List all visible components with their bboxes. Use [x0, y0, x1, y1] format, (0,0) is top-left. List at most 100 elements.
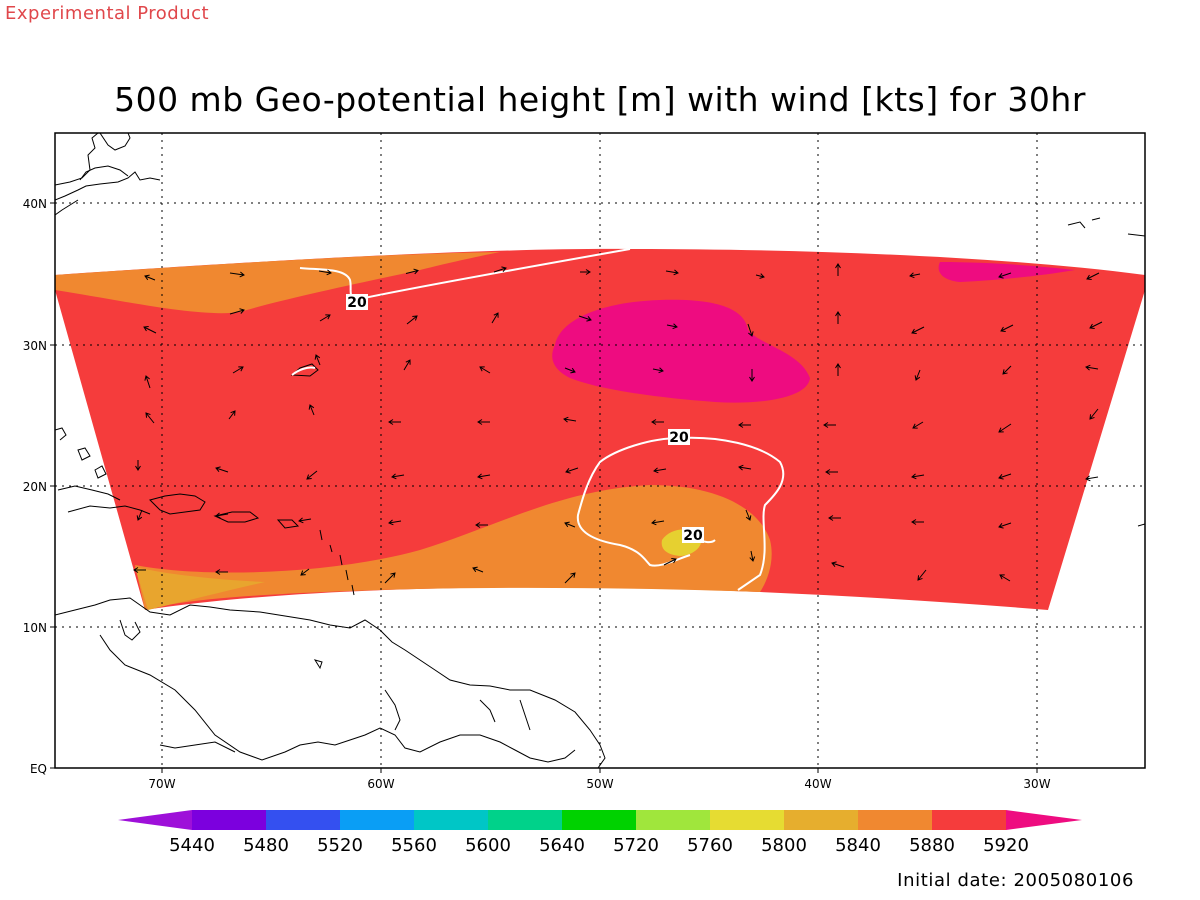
- wind-arrow: [825, 469, 838, 475]
- wind-arrow: [917, 569, 927, 581]
- contour-labels: 20 20 20: [346, 294, 704, 544]
- colorbar-swatch: [858, 810, 932, 830]
- wind-arrow: [998, 473, 1012, 480]
- wind-arrow: [477, 473, 491, 480]
- wind-arrow: [651, 419, 664, 425]
- wind-arrow: [755, 273, 765, 279]
- colorbar-level-label: 5640: [539, 835, 585, 856]
- colorbar-swatch: [340, 810, 414, 830]
- wind-arrow: [308, 404, 315, 416]
- wind-arrow: [1086, 272, 1100, 280]
- wind-arrow: [472, 566, 484, 573]
- wind-arrow: [145, 412, 155, 424]
- experimental-product-label: Experimental Product: [5, 3, 210, 24]
- initial-date-label: Initial date: 2005080106: [897, 870, 1134, 891]
- colorbar-level-label: 5560: [391, 835, 437, 856]
- colorbar: 5440 5480 5520 5560 5600 5640 5720 5760 5800 5840…: [118, 810, 1082, 856]
- wind-arrow: [306, 470, 318, 480]
- wind-arrow: [578, 315, 592, 322]
- contour-label-box: [682, 527, 704, 543]
- wind-arrow: [319, 314, 331, 322]
- wind-arrow: [999, 574, 1011, 582]
- colorbar-swatch: [414, 810, 488, 830]
- field-5880-north: [55, 252, 500, 314]
- wind-arrow: [391, 473, 405, 480]
- lat-label: 30N: [23, 339, 47, 353]
- lat-label: 20N: [23, 480, 47, 494]
- wind-arrow: [1002, 365, 1012, 375]
- wind-arrow: [666, 323, 678, 330]
- lon-label: 60W: [367, 777, 394, 791]
- colorbar-swatch: [562, 810, 636, 830]
- wind-arrow: [403, 359, 411, 371]
- lon-labels: 70W 60W 50W 40W 30W: [148, 777, 1050, 791]
- wind-arrow: [911, 326, 925, 334]
- wind-arrow: [738, 464, 752, 471]
- wind-arrow: [565, 467, 579, 474]
- colorbar-level-label: 5720: [613, 835, 659, 856]
- wind-arrow: [384, 572, 396, 584]
- colorbar-swatch: [784, 810, 858, 830]
- wind-arrow: [215, 466, 229, 473]
- lat-labels: 40N 30N 20N 10N EQ: [23, 197, 47, 776]
- wind-arrow: [564, 572, 576, 584]
- wind-arrow: [831, 561, 845, 568]
- wind-arrow: [318, 269, 332, 276]
- colorbar-level-label: 5480: [243, 835, 289, 856]
- wind-arrow: [564, 367, 576, 374]
- wind-arrow: [1085, 364, 1099, 371]
- wind-arrow: [580, 269, 591, 275]
- wind-arrow: [229, 271, 245, 278]
- colorbar-level-label: 5800: [761, 835, 807, 856]
- wind-arrow: [144, 274, 156, 281]
- wind-arrow: [135, 460, 141, 471]
- field-5840-southwest: [135, 567, 265, 610]
- wind-arrow: [745, 509, 752, 521]
- contour-label-box: [668, 429, 690, 445]
- field-5960-center: [552, 299, 810, 403]
- axis-ticks: [50, 202, 1038, 773]
- colorbar-swatch: [266, 810, 340, 830]
- wind-arrow: [909, 272, 921, 279]
- lat-label: EQ: [30, 762, 47, 776]
- colorbar-swatch: [636, 810, 710, 830]
- wind-arrow: [652, 367, 664, 374]
- wind-arrow: [998, 272, 1012, 279]
- colorbar-swatch: [192, 810, 266, 830]
- wind-arrow: [564, 521, 576, 528]
- contour-label: 20: [669, 430, 689, 446]
- field-5960-northeast: [938, 262, 1075, 282]
- wind-arrow: [232, 366, 244, 374]
- wind-arrow: [912, 421, 924, 429]
- colorbar-level-label: 5840: [835, 835, 881, 856]
- chart-title: 500 mb Geo-potential height [m] with win…: [114, 80, 1086, 119]
- lat-label: 40N: [23, 197, 47, 211]
- wind-arrow: [663, 558, 677, 566]
- colorbar-swatch: [488, 810, 562, 830]
- wind-arrow: [1085, 475, 1099, 482]
- lon-label: 40W: [804, 777, 831, 791]
- colorbar-level-label: 5600: [465, 835, 511, 856]
- colorbar-level-label: 5920: [983, 835, 1029, 856]
- colorbar-level-label: 5520: [317, 835, 363, 856]
- wind-arrow: [405, 268, 419, 275]
- field-5920: [55, 248, 1145, 610]
- wind-arrow: [493, 266, 507, 273]
- wind-vectors: [133, 263, 1103, 584]
- lon-label: 70W: [148, 777, 175, 791]
- wind-arrow: [1089, 321, 1103, 329]
- colorbar-swatch: [710, 810, 784, 830]
- wind-arrow: [298, 517, 312, 524]
- contour-label: 20: [683, 528, 703, 544]
- wind-arrow: [1089, 408, 1099, 420]
- wind-arrow: [143, 326, 157, 334]
- colorbar-arrow-high: [1006, 810, 1082, 830]
- wind-arrow: [747, 323, 754, 337]
- field-5880-south: [135, 485, 772, 610]
- grid-lines: [55, 133, 1145, 768]
- wind-arrow: [828, 515, 841, 521]
- colorbar-level-label: 5760: [687, 835, 733, 856]
- wind-arrow: [749, 550, 756, 562]
- wind-arrow: [651, 519, 665, 526]
